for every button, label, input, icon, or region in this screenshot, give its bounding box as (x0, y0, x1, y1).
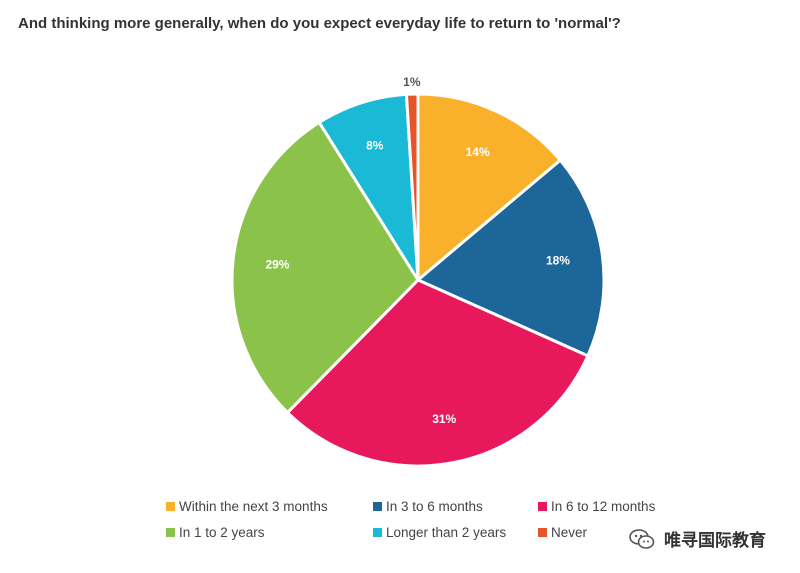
legend-label: In 1 to 2 years (179, 525, 265, 540)
legend-swatch-never (538, 528, 547, 537)
legend-item-within-3-months: Within the next 3 months (166, 499, 328, 514)
legend-swatch-longer-than-2-years (373, 528, 382, 537)
watermark: 唯寻国际教育 (628, 526, 766, 551)
legend-swatch-3-to-6-months (373, 502, 382, 511)
data-label-3: 29% (265, 258, 289, 272)
legend-swatch-1-to-2-years (166, 528, 175, 537)
data-label-4: 8% (366, 138, 384, 152)
wechat-icon (629, 528, 655, 549)
legend-item-3-to-6-months: In 3 to 6 months (373, 499, 483, 514)
legend-label: Longer than 2 years (386, 525, 507, 540)
legend-item-never: Never (538, 525, 587, 540)
data-label-5: 1% (403, 75, 421, 89)
legend-label: In 3 to 6 months (386, 499, 483, 514)
legend-swatch-within-3-months (166, 502, 175, 511)
pie-slice-5 (404, 92, 420, 281)
data-label-2: 31% (432, 412, 456, 426)
pie-slice-4 (317, 92, 420, 281)
data-label-1: 18% (546, 253, 570, 267)
legend-label: Within the next 3 months (179, 499, 328, 514)
chart-title: And thinking more generally, when do you… (18, 15, 621, 32)
legend-label: Never (551, 525, 588, 540)
pie-slice-1 (415, 158, 606, 358)
pie-slice-3 (230, 120, 420, 415)
legend-item-longer-than-2-years: Longer than 2 years (373, 525, 506, 540)
pie-slice-0 (416, 92, 563, 284)
watermark-text: 唯寻国际教育 (664, 531, 766, 550)
legend-swatch-6-to-12-months (538, 502, 547, 511)
data-label-0: 14% (466, 145, 490, 159)
pie-slice-2 (285, 278, 590, 468)
legend-item-1-to-2-years: In 1 to 2 years (166, 525, 265, 540)
legend-item-6-to-12-months: In 6 to 12 months (538, 499, 655, 514)
legend-label: In 6 to 12 months (551, 499, 656, 514)
